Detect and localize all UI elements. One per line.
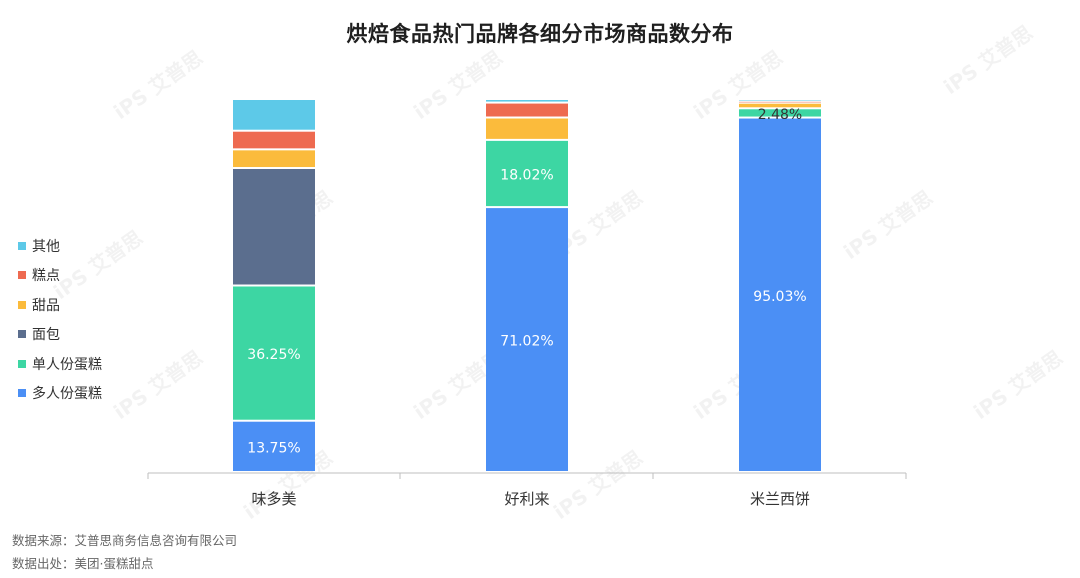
bar-segment — [233, 131, 315, 149]
data-label: 71.02% — [500, 334, 553, 350]
data-label: 18.02% — [500, 167, 553, 183]
bar-segment — [486, 103, 568, 117]
legend-label: 面包 — [32, 327, 60, 344]
data-label: 2.48% — [758, 107, 802, 123]
legend-label: 单人份蛋糕 — [32, 356, 102, 373]
legend-item: 糕点 — [18, 261, 102, 291]
legend-item: 其他 — [18, 231, 102, 261]
bar-segment — [739, 118, 821, 472]
bar-segment — [233, 150, 315, 168]
legend-item: 单人份蛋糕 — [18, 349, 102, 379]
legend-label: 多人份蛋糕 — [32, 386, 102, 403]
watermark-text: iPS 艾普思 — [969, 345, 1067, 424]
bar-segment — [233, 100, 315, 130]
x-tick-label: 好利来 — [504, 490, 549, 508]
watermark-text: iPS 艾普思 — [839, 185, 937, 264]
legend-swatch — [18, 330, 26, 339]
x-tick-label: 米兰西饼 — [750, 490, 810, 508]
bar-segment — [739, 101, 821, 103]
data-origin-note: 数据出处：美团·蛋糕甜点 — [12, 556, 154, 571]
legend-swatch — [18, 241, 26, 250]
bar-segment — [739, 103, 821, 108]
bar-segment — [486, 118, 568, 139]
legend-item: 面包 — [18, 320, 102, 350]
x-tick-label: 味多美 — [251, 490, 296, 508]
legend-item: 多人份蛋糕 — [18, 379, 102, 409]
bar-segment — [739, 109, 821, 117]
data-source-note: 数据来源：艾普思商务信息咨询有限公司 — [12, 533, 238, 548]
watermark-text: iPS 艾普思 — [109, 345, 207, 424]
legend-label: 其他 — [32, 238, 60, 255]
legend-swatch — [18, 300, 26, 309]
legend-swatch — [18, 271, 26, 280]
watermark-text: iPS 艾普思 — [109, 45, 207, 124]
bar-segment — [233, 169, 315, 285]
chart-title: 烘焙食品热门品牌各细分市场商品数分布 — [346, 22, 734, 46]
watermark-text: iPS 艾普思 — [939, 20, 1037, 99]
bar-segment — [233, 286, 315, 420]
legend-label: 糕点 — [32, 268, 60, 285]
chart-legend: 其他糕点甜品面包单人份蛋糕多人份蛋糕 — [18, 231, 102, 408]
bar-segment — [486, 208, 568, 471]
data-label: 36.25% — [247, 347, 300, 363]
data-label: 13.75% — [247, 440, 300, 456]
legend-label: 甜品 — [32, 297, 60, 314]
bar-segment — [486, 100, 568, 102]
data-label: 95.03% — [753, 289, 806, 305]
bar-segment — [739, 100, 821, 101]
legend-swatch — [18, 389, 26, 398]
bar-segment — [486, 140, 568, 207]
bar-segment — [233, 421, 315, 471]
legend-swatch — [18, 359, 26, 368]
legend-item: 甜品 — [18, 290, 102, 320]
